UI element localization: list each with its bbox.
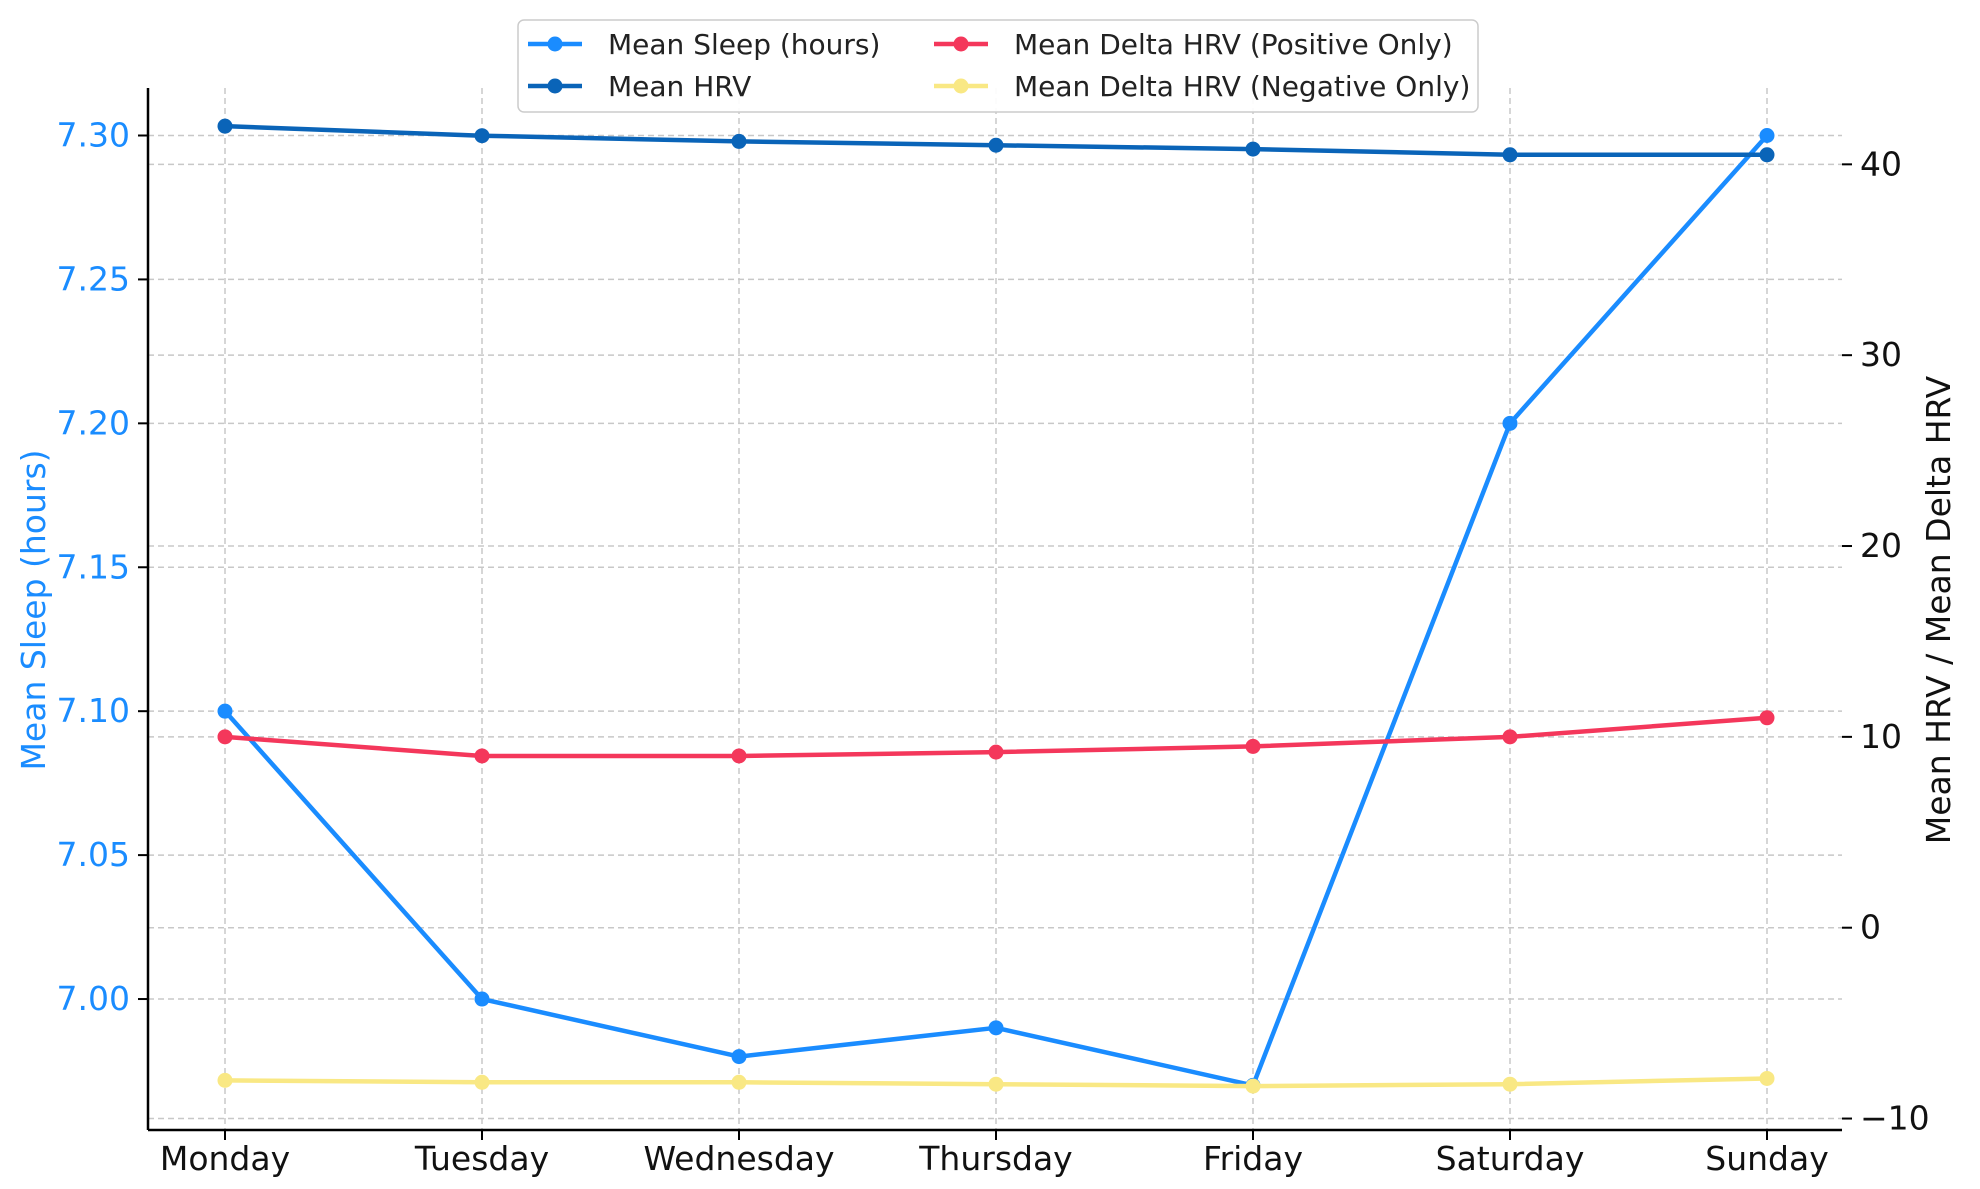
- left-tick-label: 7.15: [57, 547, 130, 586]
- legend-label: Mean Sleep (hours): [608, 28, 880, 61]
- legend-box: [517, 19, 1479, 113]
- axes: [138, 88, 1852, 1140]
- x-tick-label: Wednesday: [643, 1139, 834, 1178]
- left-tick-label: 7.10: [57, 691, 130, 730]
- series-point-2: [1759, 710, 1775, 726]
- legend-marker: [953, 36, 969, 52]
- series-point-3: [731, 1074, 747, 1090]
- x-tick-label: Friday: [1203, 1139, 1303, 1178]
- series-point-0: [731, 1049, 747, 1065]
- series-point-3: [1502, 1076, 1518, 1092]
- right-tick-label: 40: [1860, 144, 1902, 183]
- left-tick-label: 7.20: [57, 403, 130, 442]
- x-tick-labels: Monday Tuesday Wednesday Thursday Friday Satu…: [160, 1139, 1829, 1178]
- series-lines: [217, 118, 1775, 1094]
- legend-label: Mean Delta HRV (Negative Only): [1014, 70, 1470, 103]
- left-tick-label: 7.05: [57, 835, 130, 874]
- series-point-2: [988, 744, 1004, 760]
- series-point-0: [1759, 127, 1775, 143]
- series-point-1: [988, 137, 1004, 153]
- grid: [148, 88, 1842, 1130]
- series-point-3: [1245, 1078, 1261, 1094]
- right-axis-title: Mean HRV / Mean Delta HRV: [1919, 375, 1958, 844]
- left-tick-labels: 7.00 7.05 7.10 7.15 7.20 7.25 7.30: [57, 115, 130, 1018]
- legend-label: Mean HRV: [608, 70, 751, 103]
- series-point-1: [1502, 147, 1518, 163]
- series-point-3: [988, 1076, 1004, 1092]
- legend: Mean Sleep (hours) Mean HRV Mean Delta HRV…: [517, 19, 1479, 113]
- series-point-3: [217, 1072, 233, 1088]
- series-point-2: [1245, 738, 1261, 754]
- series-point-3: [1759, 1070, 1775, 1086]
- series-point-2: [1502, 729, 1518, 745]
- series-point-0: [988, 1020, 1004, 1036]
- series-point-3: [474, 1074, 490, 1090]
- series-point-1: [1759, 147, 1775, 163]
- x-tick-label: Thursday: [918, 1139, 1072, 1178]
- series-point-1: [217, 118, 233, 134]
- x-tick-label: Saturday: [1436, 1139, 1585, 1178]
- left-tick-label: 7.25: [57, 259, 130, 298]
- series-point-1: [731, 133, 747, 149]
- series-point-0: [217, 703, 233, 719]
- right-tick-label: 10: [1860, 717, 1902, 756]
- series-point-1: [1245, 141, 1261, 157]
- series-point-2: [731, 748, 747, 764]
- legend-marker: [953, 78, 969, 94]
- left-axis-title: Mean Sleep (hours): [14, 449, 53, 770]
- series-point-2: [217, 729, 233, 745]
- legend-label: Mean Delta HRV (Positive Only): [1014, 28, 1453, 61]
- series-point-0: [1502, 415, 1518, 431]
- right-tick-label: 20: [1860, 526, 1902, 565]
- legend-marker: [547, 36, 563, 52]
- right-tick-label: −10: [1860, 1099, 1930, 1138]
- x-tick-label: Tuesday: [414, 1139, 549, 1178]
- series-point-1: [474, 128, 490, 144]
- left-tick-label: 7.00: [57, 979, 130, 1018]
- series-point-0: [474, 991, 490, 1007]
- x-tick-label: Monday: [160, 1139, 290, 1178]
- series-point-2: [474, 748, 490, 764]
- legend-marker: [547, 78, 563, 94]
- right-tick-label: 0: [1860, 908, 1881, 947]
- x-tick-label: Sunday: [1705, 1139, 1828, 1178]
- right-tick-label: 30: [1860, 335, 1902, 374]
- right-tick-labels: −10 0 10 20 30 40: [1860, 144, 1930, 1137]
- left-tick-label: 7.30: [57, 115, 130, 154]
